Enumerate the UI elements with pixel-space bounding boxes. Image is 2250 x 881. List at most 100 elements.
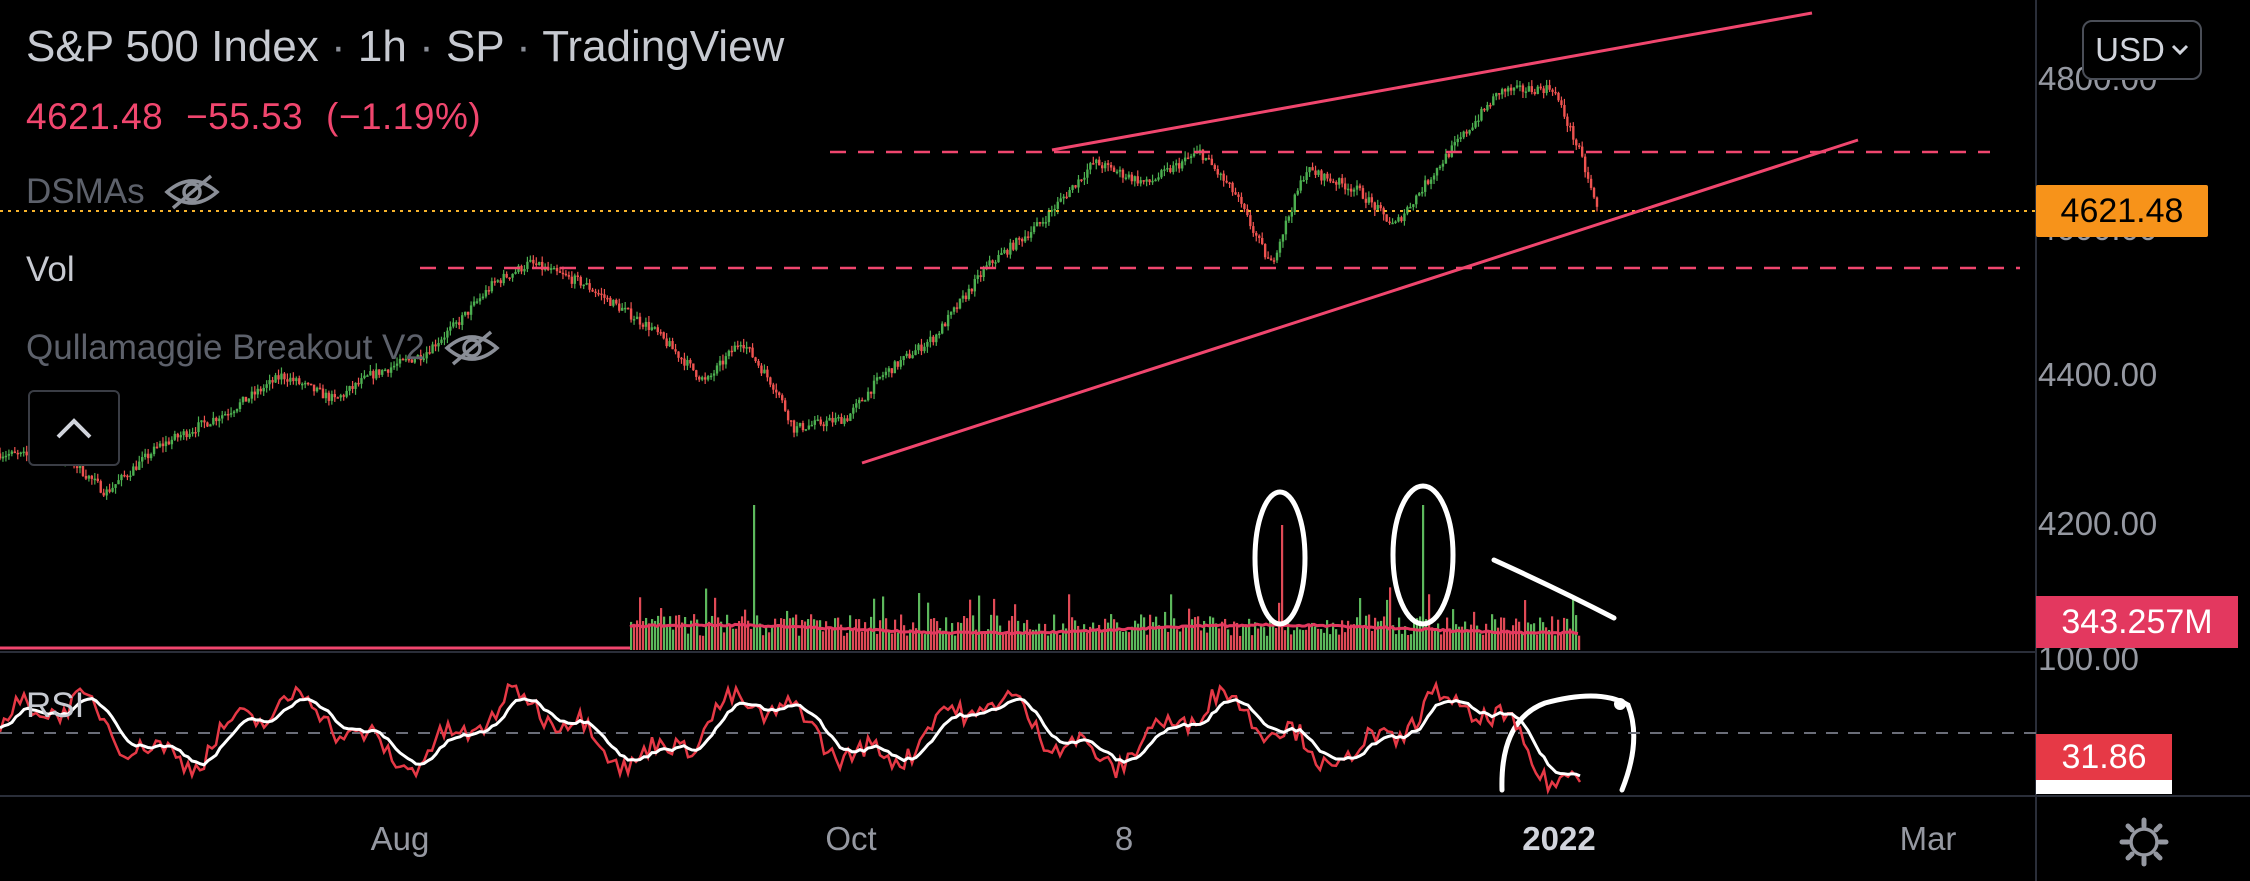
candle-body — [733, 345, 736, 352]
candle-body — [1355, 185, 1359, 190]
volume-bar — [1140, 614, 1143, 650]
candle-body — [1483, 108, 1486, 111]
volume-bar — [705, 588, 708, 650]
candle-body — [493, 281, 497, 283]
volume-bar — [924, 634, 927, 650]
candle-body — [606, 297, 609, 300]
candle-body — [348, 386, 351, 391]
candle-body — [1462, 131, 1465, 138]
candle-body — [209, 424, 212, 427]
candle-body — [81, 465, 85, 476]
volume-bar — [1338, 634, 1341, 650]
candle-body — [250, 391, 254, 399]
volume-bar — [735, 628, 738, 650]
candle-body — [1415, 195, 1418, 205]
volume-bar — [1164, 611, 1167, 650]
volume-bar — [765, 624, 768, 650]
volume-bar — [1215, 623, 1218, 650]
volume-bar — [1122, 631, 1125, 650]
volume-bar — [672, 629, 675, 650]
candle-body — [594, 291, 597, 294]
candle-body — [443, 337, 446, 340]
eye-slash-icon[interactable] — [163, 172, 221, 212]
volume-bar — [822, 631, 825, 650]
gear-icon[interactable] — [2118, 816, 2170, 868]
candle-body — [878, 376, 882, 379]
indicator-dsmas[interactable]: DSMAs — [26, 172, 221, 212]
indicator-qullamaggie[interactable]: Qullamaggie Breakout V2 — [26, 328, 501, 368]
volume-bar — [1272, 621, 1275, 650]
candle-body — [1548, 85, 1551, 90]
volume-bar — [978, 595, 981, 650]
candle-body — [1515, 85, 1519, 88]
volume-bar — [1218, 628, 1221, 650]
rsi-line — [0, 680, 1582, 795]
candle-body — [656, 327, 659, 333]
candle-body — [1133, 176, 1136, 182]
volume-bar — [729, 624, 732, 650]
candle-body — [440, 339, 443, 343]
symbol-title[interactable]: S&P 500 Index · 1h · SP · TradingView — [26, 22, 784, 72]
candle-body — [1284, 220, 1288, 235]
volume-bar — [1224, 618, 1227, 650]
candle-body — [223, 413, 227, 416]
volume-bar — [1068, 594, 1071, 650]
volume-bar — [1524, 600, 1527, 650]
candle-body — [1178, 163, 1181, 169]
currency-select-button[interactable]: USD — [2082, 20, 2202, 80]
volume-bar — [798, 635, 801, 650]
candle-body — [789, 420, 793, 422]
candle-body — [1459, 137, 1462, 139]
candle-body — [1266, 257, 1270, 259]
volume-bar — [681, 622, 684, 650]
candle-body — [1314, 170, 1317, 175]
candle-body — [1361, 188, 1365, 199]
candle-body — [206, 422, 209, 427]
candle-body — [333, 394, 337, 398]
collapse-indicators-button[interactable] — [28, 390, 120, 466]
volume-bar — [636, 620, 639, 650]
volume-bar — [747, 620, 750, 650]
candle-body — [766, 369, 769, 378]
candle-body — [404, 358, 408, 361]
volume-bar — [867, 628, 870, 650]
candle-body — [1340, 178, 1344, 184]
candle-body — [1121, 169, 1125, 178]
candle-body — [416, 354, 419, 360]
candle-body — [1293, 194, 1296, 213]
candle-body — [952, 307, 956, 312]
candle-body — [398, 358, 402, 364]
candle-body — [1281, 234, 1285, 242]
volume-bar — [1578, 635, 1581, 650]
volume-bar — [1155, 616, 1158, 650]
volume-bar — [918, 593, 921, 650]
candle-body — [1080, 179, 1083, 181]
candle-body — [283, 373, 286, 380]
volume-bar — [984, 633, 987, 650]
candle-body — [955, 307, 959, 309]
indicator-vol[interactable]: Vol — [26, 250, 75, 290]
candle-body — [674, 349, 677, 352]
candle-body — [1228, 182, 1231, 185]
candle-body — [1207, 157, 1211, 160]
indicator-qullamaggie-label: Qullamaggie Breakout V2 — [26, 328, 425, 367]
candle-body — [1489, 104, 1492, 107]
candle-body — [567, 275, 571, 277]
candle-body — [84, 475, 88, 479]
volume-bar — [954, 635, 957, 650]
candle-body — [321, 388, 325, 399]
eye-slash-icon[interactable] — [443, 328, 501, 368]
candle-body — [466, 311, 470, 315]
candle-body — [772, 384, 775, 390]
candle-body — [170, 439, 174, 445]
candle-body — [1518, 85, 1522, 87]
candle-body — [469, 305, 473, 315]
candle-body — [1124, 177, 1128, 179]
candle-body — [1503, 89, 1507, 92]
volume-bar — [1431, 627, 1434, 650]
volume-bar — [801, 619, 804, 650]
volume-bar — [816, 620, 819, 650]
candle-body — [709, 375, 713, 378]
candle-body — [1035, 222, 1039, 227]
